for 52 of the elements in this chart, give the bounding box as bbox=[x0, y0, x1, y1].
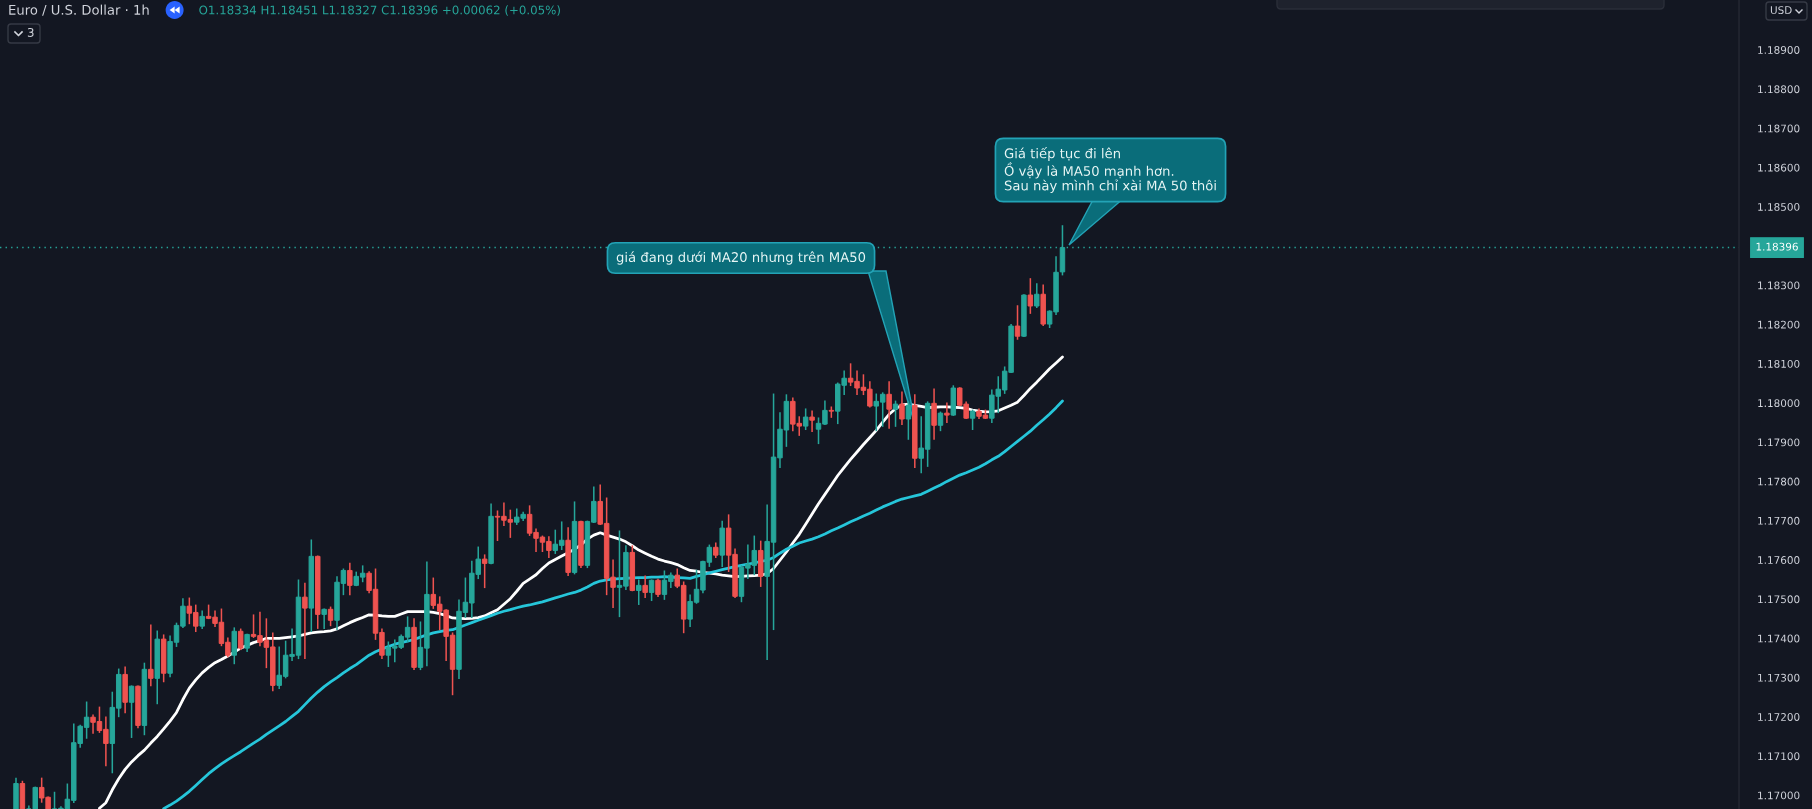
ref-line-label: 1.18396 bbox=[1756, 242, 1798, 251]
candlestick bbox=[481, 554, 488, 589]
candlestick bbox=[802, 408, 809, 430]
y-axis-title: USD bbox=[1770, 6, 1792, 15]
candlestick bbox=[931, 388, 937, 440]
annotation: 3 bbox=[27, 28, 34, 37]
candlestick bbox=[148, 624, 154, 687]
annotation: Giá tiếp tục đi lên Ồ vậy là MA50 mạnh hơn. Sau này mình chỉ xài MA 50 thôi bbox=[1004, 146, 1216, 194]
y-tick-label: 1.18500 bbox=[1758, 202, 1800, 211]
candlestick bbox=[886, 381, 892, 429]
y-tick-label: 1.17600 bbox=[1758, 556, 1800, 564]
candlestick bbox=[636, 579, 642, 605]
y-tick-label: 1.18200 bbox=[1758, 320, 1800, 329]
y-tick-label: 1.17000 bbox=[1758, 791, 1800, 800]
candlestick bbox=[321, 608, 327, 629]
y-tick-label: 1.18800 bbox=[1758, 85, 1800, 94]
candlestick bbox=[944, 402, 950, 423]
chart-subtitle: O1.18334 H1.18451 L1.18327 C1.18396 +0.00062 (+0.05%) bbox=[199, 5, 560, 16]
candlestick bbox=[327, 606, 334, 627]
candlestick bbox=[1034, 283, 1040, 308]
y-tick-label: 1.17900 bbox=[1758, 438, 1800, 447]
candlestick bbox=[892, 400, 899, 427]
candlestick bbox=[899, 391, 905, 425]
candlestick bbox=[809, 410, 815, 432]
y-tick-label: 1.18100 bbox=[1758, 359, 1800, 368]
y-tick-label: 1.18600 bbox=[1758, 163, 1800, 172]
candlestick bbox=[231, 627, 238, 665]
line-series bbox=[162, 399, 1064, 809]
annotation: giá đang dưới MA20 nhưng trên MA50 bbox=[616, 251, 866, 265]
y-tick-label: 1.17700 bbox=[1758, 516, 1800, 525]
candlestick bbox=[128, 685, 135, 738]
y-tick-label: 1.17800 bbox=[1758, 477, 1800, 486]
y-tick-label: 1.18300 bbox=[1758, 281, 1800, 290]
y-tick-label: 1.18000 bbox=[1758, 399, 1800, 408]
candlestick bbox=[237, 628, 244, 651]
candlestick bbox=[642, 575, 648, 598]
y-tick-label: 1.17300 bbox=[1758, 673, 1800, 682]
candlestick bbox=[347, 562, 353, 596]
y-tick-label: 1.18700 bbox=[1758, 124, 1800, 133]
candlestick bbox=[648, 579, 655, 602]
y-tick-label: 1.17500 bbox=[1758, 595, 1800, 604]
y-tick-label: 1.17400 bbox=[1758, 634, 1800, 643]
y-tick-label: 1.17100 bbox=[1758, 752, 1800, 761]
candlestick bbox=[937, 411, 944, 432]
candlestick bbox=[1014, 305, 1021, 340]
chart-title: Euro / U.S. Dollar · 1h bbox=[9, 4, 149, 16]
candlestick bbox=[969, 409, 976, 430]
candlestick bbox=[302, 582, 308, 660]
candlestick bbox=[905, 401, 912, 440]
y-tick-label: 1.17200 bbox=[1758, 713, 1800, 721]
y-tick-label: 1.18900 bbox=[1758, 46, 1800, 54]
candlestick bbox=[1027, 278, 1034, 314]
